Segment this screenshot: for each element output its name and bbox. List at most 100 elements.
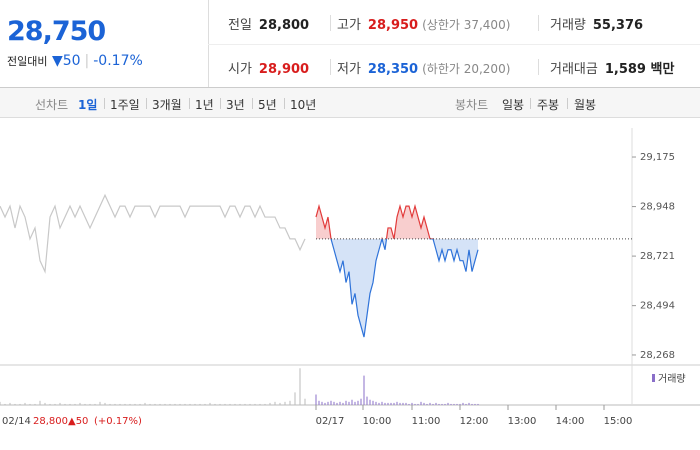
- tab[interactable]: 3개월: [152, 98, 182, 112]
- volume-bar: [390, 402, 392, 405]
- volume-bar: [304, 398, 306, 405]
- tab[interactable]: 1주일: [110, 98, 140, 112]
- volume-bar: [474, 403, 476, 405]
- tab[interactable]: 월봉: [574, 98, 597, 112]
- volume-bar: [264, 403, 266, 405]
- tab[interactable]: 주봉: [537, 98, 560, 112]
- volume-bar: [411, 402, 413, 405]
- volume-bar: [327, 401, 329, 405]
- tab[interactable]: 1일: [78, 98, 98, 112]
- volume-bar: [274, 401, 276, 405]
- volume-bar: [393, 402, 395, 405]
- volume-bar: [299, 368, 301, 405]
- volume-bar: [366, 396, 368, 405]
- x-tick-label: 02/17: [316, 416, 345, 427]
- stat: 거래량 55,376: [550, 14, 643, 33]
- stat-label: 거래대금: [550, 62, 598, 77]
- tab[interactable]: 일봉: [502, 98, 525, 112]
- volume-bar: [289, 400, 291, 405]
- volume-bar: [199, 403, 201, 405]
- volume-bar: [408, 403, 410, 405]
- volume-bar: [402, 402, 404, 405]
- volume-bar: [129, 403, 131, 405]
- volume-bar: [465, 403, 467, 405]
- stat: 시가 28,900: [228, 58, 309, 77]
- area-down: [316, 238, 478, 338]
- volume-bar: [194, 403, 196, 405]
- stat-value: 55,376: [592, 18, 644, 33]
- volume-bar: [456, 403, 458, 405]
- volume-bar: [19, 403, 21, 405]
- volume-bar: [477, 403, 479, 405]
- volume-bar: [339, 401, 341, 405]
- volume-bar: [179, 403, 181, 405]
- volume-bar: [234, 403, 236, 405]
- x-tick-label: 14:00: [556, 416, 585, 427]
- volume-bar: [4, 403, 6, 405]
- volume-bar: [462, 402, 464, 405]
- volume-bar: [336, 402, 338, 405]
- volume-bar: [459, 403, 461, 405]
- change-pct: -0.17%: [93, 53, 143, 69]
- volume-bar: [435, 402, 437, 405]
- tab-separator: [104, 98, 105, 109]
- volume-bar: [94, 403, 96, 405]
- volume-bar: [354, 401, 356, 405]
- prev-change: ▲50: [68, 416, 88, 427]
- y-tick-label: 28,721: [640, 251, 675, 262]
- tab[interactable]: 1년: [195, 98, 214, 112]
- prev-date: 02/14: [2, 416, 31, 427]
- volume-bar: [79, 402, 81, 405]
- volume-bar: [333, 401, 335, 405]
- tab[interactable]: 5년: [258, 98, 277, 112]
- volume-bar: [124, 403, 126, 405]
- volume-bar: [351, 399, 353, 405]
- volume-bar: [426, 403, 428, 405]
- y-tick-label: 28,948: [640, 202, 675, 213]
- price-line-down: [330, 238, 479, 338]
- volume-bar: [224, 403, 226, 405]
- stat: 고가 28,950 (상한가 37,400): [337, 14, 510, 33]
- tab[interactable]: 10년: [290, 98, 317, 112]
- volume-bar: [254, 403, 256, 405]
- volume-bar: [0, 401, 1, 405]
- volume-bar: [49, 403, 51, 405]
- volume-bar: [321, 401, 323, 405]
- volume-bar: [54, 403, 56, 405]
- volume-bar: [89, 403, 91, 405]
- area-up: [316, 206, 430, 239]
- stat-label: 전일: [228, 18, 252, 33]
- volume-bar: [114, 403, 116, 405]
- volume-bar: [284, 401, 286, 405]
- volume-bar: [429, 402, 431, 405]
- volume-bar: [184, 403, 186, 405]
- volume-bar: [154, 403, 156, 405]
- volume-bar: [375, 401, 377, 405]
- volume-bar: [269, 402, 271, 405]
- chart: 거래량 02/14 28,800 ▲50 (+0.17%) 29,175 28,9…: [0, 128, 700, 427]
- tab[interactable]: 3년: [226, 98, 245, 112]
- volume-bar: [405, 402, 407, 405]
- current-price: 28,750: [7, 16, 106, 47]
- volume-bar: [381, 401, 383, 405]
- volume-bar: [109, 403, 111, 405]
- volume-bar: [99, 401, 101, 405]
- tab-separator: [220, 98, 221, 109]
- volume-bar: [423, 402, 425, 405]
- volume-bar: [239, 403, 241, 405]
- stat-label: 시가: [228, 62, 252, 77]
- x-tick-label: 13:00: [508, 416, 537, 427]
- volume-bar: [387, 402, 389, 405]
- x-tick-label: 12:00: [460, 416, 489, 427]
- volume-bar: [432, 403, 434, 405]
- tab-separator: [146, 98, 147, 109]
- volume-bar: [139, 403, 141, 405]
- volume-bar: [164, 403, 166, 405]
- x-tick-label: 10:00: [363, 416, 392, 427]
- stat-value: 28,900: [258, 62, 310, 77]
- stat: 저가 28,350 (하한가 20,200): [337, 58, 510, 77]
- volume-bar: [414, 403, 416, 405]
- change-label: 전일대비: [7, 55, 48, 68]
- volume-bar: [209, 402, 211, 405]
- volume-bar: [69, 403, 71, 405]
